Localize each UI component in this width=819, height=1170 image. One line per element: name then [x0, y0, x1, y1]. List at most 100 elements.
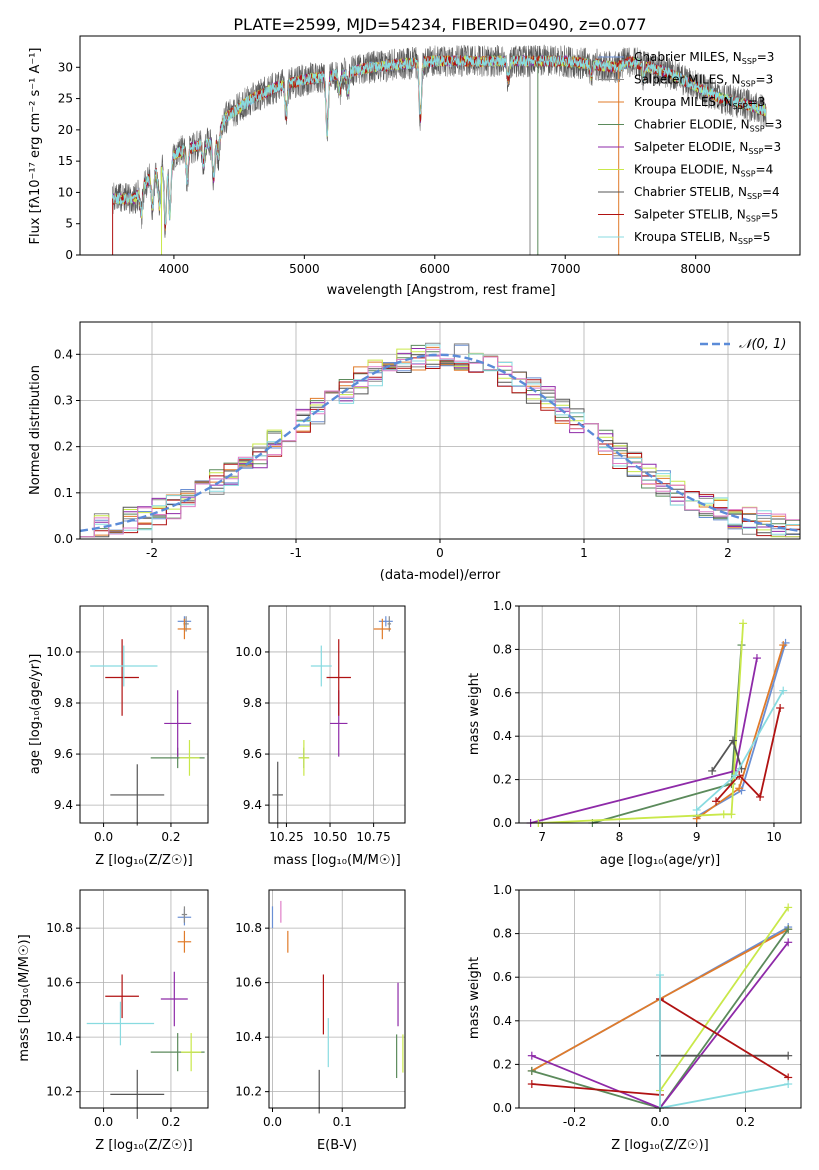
spectrum-series [112, 54, 767, 226]
panel-ticks: 0.0 0.2 9.4 9.6 9.8 10.0 [46, 645, 180, 844]
y-tick-label: 10.2 [46, 1085, 73, 1099]
x-tick-label: 9 [693, 830, 701, 844]
y-tick-label: 0.4 [493, 1014, 512, 1028]
x-tick-label: 0.0 [263, 1115, 282, 1129]
y-tick-label: 0.1 [54, 486, 73, 500]
x-tick-label: 0.2 [161, 830, 180, 844]
panel-x-label: Z [log₁₀(Z/Z☉)] [95, 1138, 192, 1153]
y-tick-label: 1.0 [493, 599, 512, 613]
y-tick-label: 9.4 [54, 798, 73, 812]
x-tick-label: -0.2 [563, 1115, 586, 1129]
panel-ticks: -0.2 0.0 0.2 0.0 0.2 0.4 0.6 0.8 1.0 [493, 883, 755, 1129]
y-tick-label: 0.8 [493, 642, 512, 656]
panel-x-label: mass [log₁₀(M/M☉)] [273, 853, 400, 868]
y-tick-label: 0.4 [493, 729, 512, 743]
x-tick-label: -1 [290, 546, 302, 560]
x-tick-label: 8000 [680, 262, 711, 276]
panel-grid [80, 606, 208, 823]
legend-entry: Salpeter ELODIE, NSSP=3 [634, 140, 781, 156]
legend-entry: Kroupa ELODIE, NSSP=4 [634, 163, 773, 179]
x-tick-label: 6000 [420, 262, 451, 276]
spectrum-panel: 4000 5000 6000 7000 8000 0 5 10 15 20 25 30 wavelen… [28, 35, 801, 298]
y-tick-label: 0.3 [54, 393, 73, 407]
axes-frame [268, 889, 406, 1109]
axes-frame [79, 35, 801, 256]
y-tick-label: 9.4 [243, 798, 262, 812]
panel-ticks: 0.0 0.2 10.2 10.4 10.6 10.8 [46, 921, 180, 1129]
x-tick-label: 10 [766, 830, 781, 844]
panel-marks [526, 619, 790, 827]
panel-marks [86, 906, 205, 1119]
panel-frame [268, 889, 406, 1109]
y-tick-label: 10.0 [46, 645, 73, 659]
panel-y-label: mass weight [467, 673, 482, 755]
panel-x-label: Z [log₁₀(Z/Z☉)] [95, 853, 192, 868]
legend-entry: 𝒩(0, 1) [739, 337, 786, 352]
y-tick-label: 10.0 [235, 645, 262, 659]
x-tick-label: 1 [580, 546, 588, 560]
x-tick-label: 7000 [550, 262, 581, 276]
y-tick-label: 0.0 [493, 1101, 512, 1115]
y-tick-label: 0.2 [493, 1057, 512, 1071]
x-tick-label: 0 [436, 546, 444, 560]
panel-x-label: Z [log₁₀(Z/Z☉)] [611, 1138, 708, 1153]
histogram-panel: -2 -1 0 1 2 0.0 0.1 0.2 0.3 0.4 (data-model)/erro… [28, 321, 801, 583]
y-tick-label: 0.6 [493, 686, 512, 700]
x-tick-label: 0.2 [161, 1115, 180, 1129]
y-tick-label: 20 [58, 123, 73, 137]
y-tick-label: 10 [58, 185, 73, 199]
page-title: PLATE=2599, MJD=54234, FIBERID=0490, z=0… [233, 15, 646, 34]
legend-entry: Chabrier ELODIE, NSSP=3 [634, 118, 782, 134]
spectrum-x-label: wavelength [Angstrom, rest frame] [327, 283, 556, 298]
y-tick-label: 0.4 [54, 347, 73, 361]
y-tick-label: 10.8 [46, 921, 73, 935]
y-tick-label: 9.8 [243, 696, 262, 710]
x-tick-label: 10.50 [313, 830, 347, 844]
panel-frame [518, 605, 802, 824]
x-tick-label: 5000 [289, 262, 320, 276]
y-tick-label: 0.0 [493, 816, 512, 830]
legend-entry: Kroupa STELIB, NSSP=5 [634, 230, 771, 246]
axes-frame [79, 889, 209, 1109]
panel-frame [79, 605, 209, 824]
panel-frame [268, 605, 406, 824]
y-tick-label: 0.6 [493, 970, 512, 984]
panel-grid [269, 606, 405, 823]
y-tick-label: 9.8 [54, 696, 73, 710]
legend-entry: Chabrier MILES, NSSP=3 [634, 50, 774, 66]
normal-curve [79, 353, 801, 533]
y-tick-label: 30 [58, 60, 73, 74]
spectrum-y-label: Flux [fλ10⁻¹⁷ erg cm⁻² s⁻¹ A⁻¹] [28, 48, 43, 245]
x-tick-label: 7 [538, 830, 546, 844]
y-tick-label: 9.6 [54, 747, 73, 761]
panel-ticks: 7 8 9 10 0.0 0.2 0.4 0.6 0.8 1.0 [493, 599, 782, 844]
x-tick-label: 0.0 [94, 830, 113, 844]
panel-x-label: age [log₁₀(age/yr)] [600, 853, 721, 868]
x-tick-label: 0.2 [736, 1115, 755, 1129]
y-tick-label: 0 [65, 248, 73, 262]
histogram-x-label: (data-model)/error [380, 568, 501, 583]
legend-entry: Chabrier STELIB, NSSP=4 [634, 185, 780, 201]
y-tick-label: 0.2 [54, 440, 73, 454]
x-tick-label: 2 [724, 546, 732, 560]
x-tick-label: 0.0 [650, 1115, 669, 1129]
y-tick-label: 1.0 [493, 883, 512, 897]
panel-marks [272, 616, 393, 829]
axes-frame [268, 605, 406, 824]
legend-entry: Kroupa MILES, NSSP=3 [634, 95, 765, 111]
panel-frame [79, 889, 209, 1109]
y-tick-label: 0.0 [54, 532, 73, 546]
y-tick-label: 5 [65, 217, 73, 231]
y-tick-label: 10.2 [235, 1085, 262, 1099]
panel-y-label: mass weight [467, 957, 482, 1039]
x-tick-label: 10.75 [356, 830, 390, 844]
panel-marks [90, 616, 205, 826]
x-tick-label: 4000 [159, 262, 190, 276]
y-tick-label: 0.2 [493, 773, 512, 787]
legend-entry: Salpeter MILES, NSSP=3 [634, 73, 773, 89]
panel-ticks: 10.25 10.50 10.75 9.4 9.6 9.8 10.0 [235, 645, 391, 844]
x-tick-label: 10.25 [269, 830, 303, 844]
y-tick-label: 25 [58, 92, 73, 106]
panel-x-label: E(B-V) [317, 1138, 357, 1153]
